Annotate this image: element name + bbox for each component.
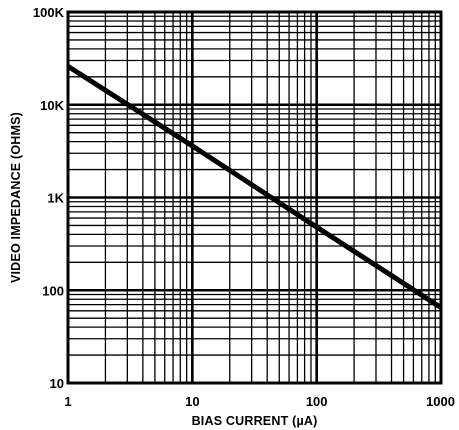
grid bbox=[66, 12, 441, 385]
y-axis-title: VIDEO IMPEDANCE (OHMS) bbox=[9, 112, 23, 283]
y-tick-label: 10K bbox=[40, 98, 64, 113]
y-tick-label: 1K bbox=[47, 191, 64, 206]
x-axis-title: BIAS CURRENT (µA) bbox=[192, 414, 318, 428]
y-tick-labels: 100K 10K 1K 100 10 bbox=[33, 5, 65, 391]
series-layer bbox=[66, 64, 443, 310]
x-tick-label: 100 bbox=[306, 394, 328, 409]
y-tick-label: 10 bbox=[50, 376, 64, 391]
x-tick-label: 1000 bbox=[426, 394, 455, 409]
x-tick-labels: 1 10 100 1000 bbox=[64, 394, 455, 409]
plot-frame bbox=[66, 10, 443, 385]
y-tick-label: 100 bbox=[42, 283, 64, 298]
y-tick-label: 100K bbox=[33, 5, 65, 20]
series-line bbox=[66, 64, 443, 310]
x-tick-label: 1 bbox=[64, 394, 71, 409]
x-tick-label: 10 bbox=[185, 394, 199, 409]
